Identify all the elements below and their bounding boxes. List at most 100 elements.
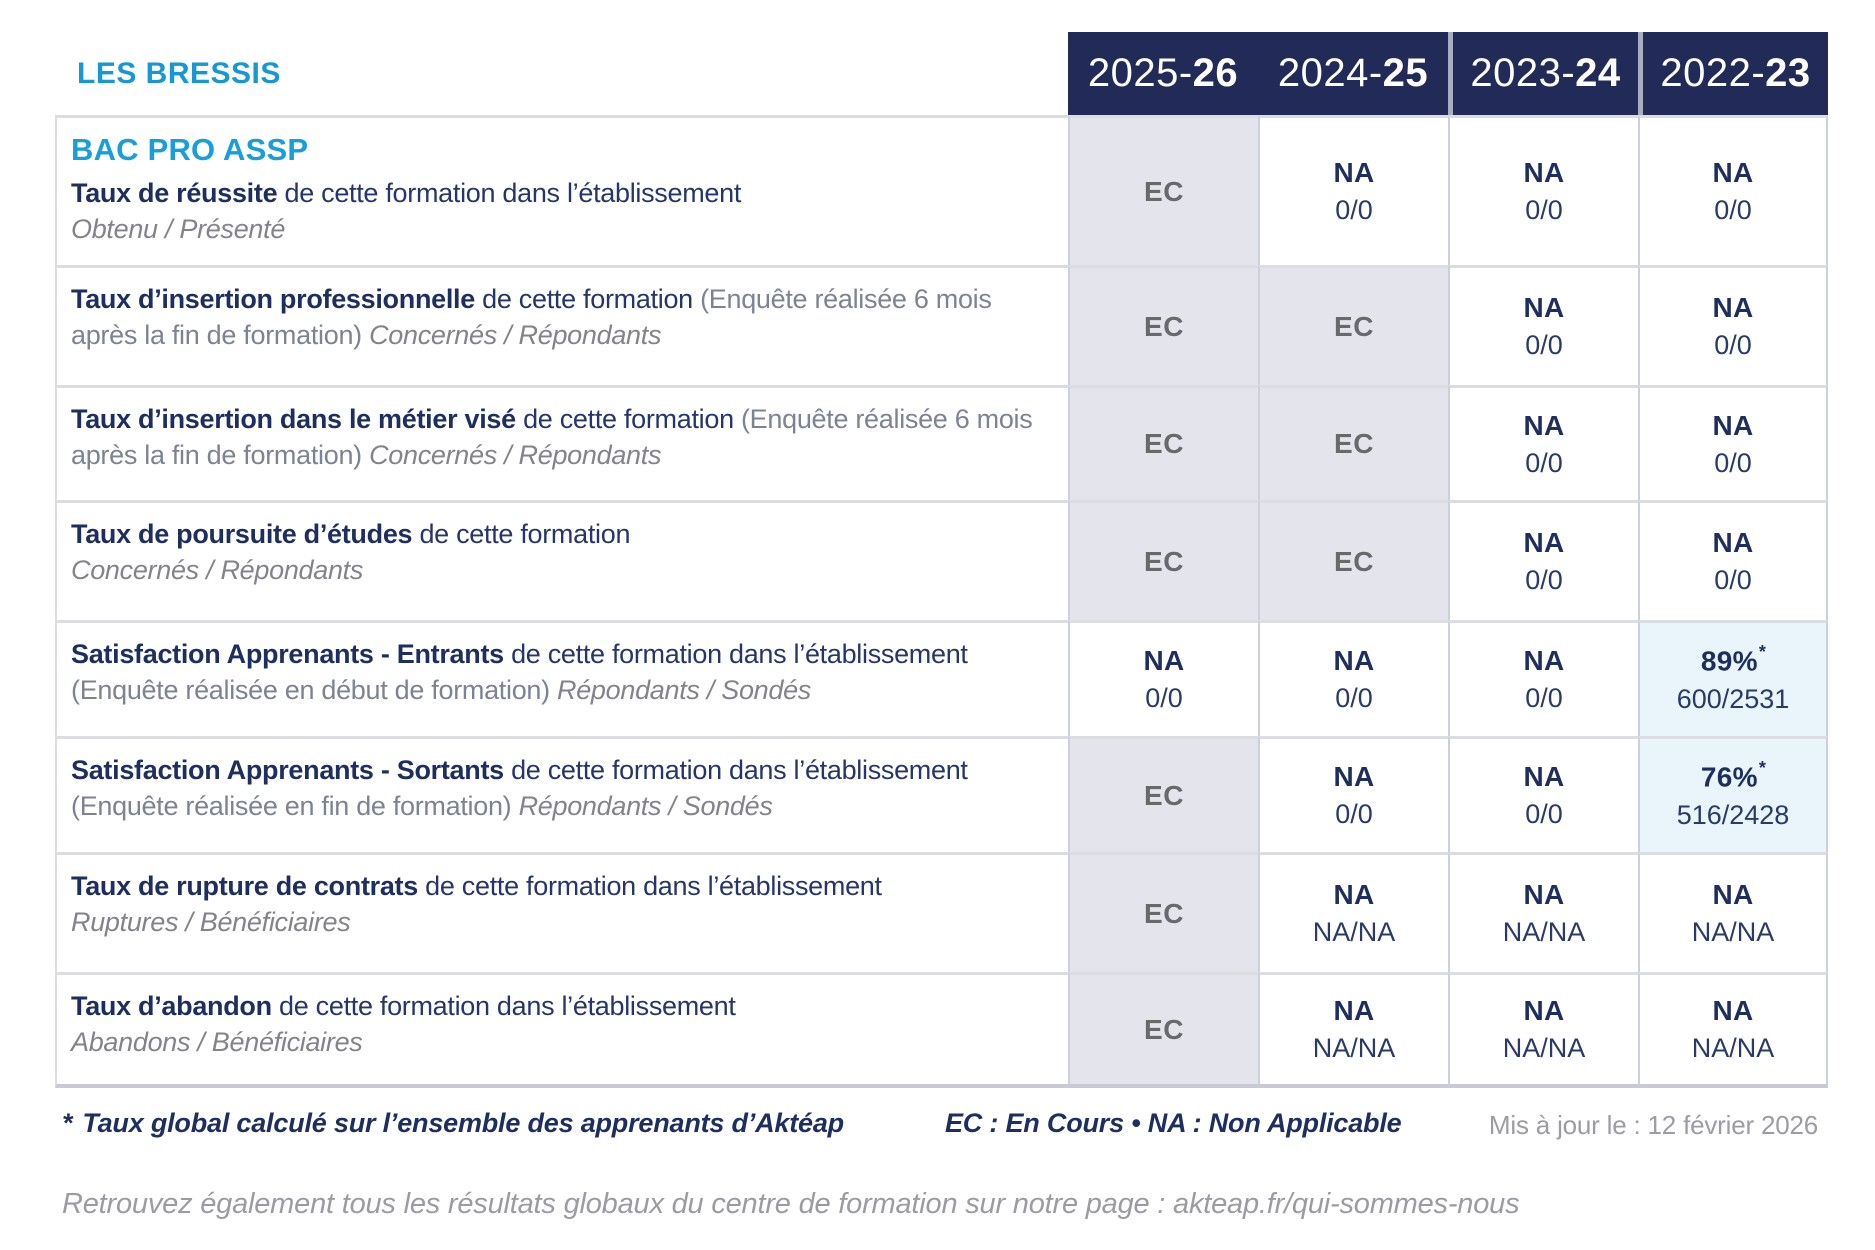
metric-label-cell: Satisfaction Apprenants - Sortants de ce… (55, 736, 1068, 852)
value-cell: NA NA/NA (1638, 972, 1828, 1088)
footnote: * Taux global calculé sur l’ensemble des … (62, 1108, 844, 1139)
metric-text: de cette formation dans l’établissement (284, 178, 742, 208)
value-detail: 0/0 (1714, 447, 1752, 478)
metric-title: Taux de rupture de contrats (71, 871, 426, 901)
value-cell: EC (1258, 265, 1448, 385)
footnote-star: * (1758, 642, 1767, 663)
value-detail: 0/0 (1525, 799, 1563, 829)
metric-title: Taux de poursuite d’études (71, 519, 420, 549)
value-cell: EC (1068, 115, 1258, 265)
value-main: NA (1523, 645, 1565, 676)
value-detail: 0/0 (1525, 330, 1563, 360)
value-detail: 600/2531 (1676, 683, 1790, 714)
metric-ratio-label: Concernés / Répondants (369, 439, 662, 470)
value-detail: 0/0 (1525, 195, 1563, 225)
value-cell: NA 0/0 (1638, 265, 1828, 385)
value-cell: 76%* 516/2428 (1638, 736, 1828, 852)
value-main: NA (1143, 645, 1185, 676)
value-detail: 0/0 (1714, 195, 1752, 225)
metric-title: Taux de réussite (71, 178, 285, 208)
metric-label-cell: Taux de poursuite d’études de cette form… (55, 500, 1068, 620)
value-cell: NA 0/0 (1638, 500, 1828, 620)
metric-text: de cette formation dans l’établissement (511, 639, 968, 669)
metric-title: Taux d’abandon (71, 991, 280, 1021)
value-detail: NA/NA (1502, 917, 1586, 947)
metric-title: Satisfaction Apprenants - Sortants (71, 755, 512, 785)
value-cell: EC (1068, 852, 1258, 972)
year-prefix: 2024- (1277, 51, 1383, 95)
value-detail: 0/0 (1714, 565, 1752, 595)
metric-ratio-label: Répondants / Sondés (557, 674, 812, 705)
metric-title: Taux d’insertion dans le métier visé (71, 404, 524, 434)
metric-title: Satisfaction Apprenants - Entrants (71, 639, 512, 669)
value-cell: NA 0/0 (1638, 115, 1828, 265)
metric-label-cell: Taux d’abandon de cette formation dans l… (55, 972, 1068, 1088)
value-cell: NA 0/0 (1258, 620, 1448, 736)
value-detail: 0/0 (1714, 330, 1752, 360)
value-cell: NA 0/0 (1068, 620, 1258, 736)
value-cell: NA 0/0 (1448, 620, 1638, 736)
metric-ratio-label: Ruptures / Bénéficiaires (71, 906, 351, 937)
year-prefix: 2025- (1087, 51, 1193, 95)
metric-survey-note: (Enquête réalisée en fin de formation) (71, 790, 519, 821)
value-cell: EC (1068, 972, 1258, 1088)
metric-description: Taux d’insertion professionnelle de cett… (71, 282, 1042, 353)
value-detail: NA/NA (1691, 1033, 1775, 1063)
value-cell: NA NA/NA (1448, 972, 1638, 1088)
metric-title: Taux d’insertion professionnelle (71, 284, 483, 314)
year-column-header-2022-23: 2022- 23 (1638, 32, 1828, 115)
metric-label-cell: Satisfaction Apprenants - Entrants de ce… (55, 620, 1068, 736)
metric-description: Satisfaction Apprenants - Sortants de ce… (71, 753, 1042, 824)
year-suffix: 26 (1192, 51, 1239, 95)
metric-description: Taux de rupture de contrats de cette for… (71, 869, 1042, 940)
value-main: NA (1523, 527, 1565, 558)
metric-description: Taux d’abandon de cette formation dans l… (71, 989, 1042, 1060)
value-status: EC (1144, 428, 1184, 459)
metric-description: Taux de réussite de cette formation dans… (71, 176, 1042, 247)
value-status: EC (1334, 428, 1374, 459)
footnote-marker: * (62, 1108, 73, 1138)
metric-description: Satisfaction Apprenants - Entrants de ce… (71, 637, 1042, 708)
value-detail: 0/0 (1145, 683, 1183, 713)
value-main: NA (1712, 157, 1754, 188)
value-main: NA (1333, 995, 1375, 1026)
value-detail: 0/0 (1525, 683, 1563, 713)
value-cell: NA 0/0 (1448, 500, 1638, 620)
value-status: EC (1334, 545, 1374, 577)
value-status: EC (1144, 779, 1184, 811)
year-suffix: 25 (1382, 51, 1429, 95)
metric-text: de cette formation dans l’établissement (279, 991, 736, 1021)
value-main: NA (1712, 292, 1754, 323)
metric-survey-note: (Enquête réalisée 6 mois après la fin de… (71, 404, 1033, 470)
metric-ratio-label: Concernés / Répondants (369, 319, 662, 350)
value-main: NA (1333, 879, 1375, 910)
value-cell: EC (1258, 385, 1448, 500)
value-status: EC (1144, 175, 1184, 207)
legend: EC : En Cours • NA : Non Applicable (945, 1108, 1402, 1138)
metric-label-cell: Taux d’insertion professionnelle de cett… (55, 265, 1068, 385)
metric-label-cell: Taux d’insertion dans le métier visé de … (55, 385, 1068, 500)
value-status: EC (1144, 1013, 1184, 1045)
value-cell: NA 0/0 (1448, 736, 1638, 852)
metric-survey-note: (Enquête réalisée en début de formation) (71, 674, 558, 705)
value-main: NA (1523, 761, 1565, 792)
value-cell: NA NA/NA (1638, 852, 1828, 972)
year-suffix: 23 (1765, 51, 1811, 95)
year-prefix: 2023- (1470, 51, 1576, 95)
value-main: NA (1712, 995, 1754, 1026)
year-column-header-2024-25: 2024- 25 (1258, 32, 1448, 115)
metric-text: de cette formation (419, 519, 631, 549)
value-detail: NA/NA (1691, 917, 1775, 947)
value-cell: NA 0/0 (1638, 385, 1828, 500)
results-table: LES BRESSIS 2025- 26 2024- 25 2023- 24 2022… (55, 32, 1828, 1088)
table-corner: LES BRESSIS (55, 32, 1068, 115)
program-title: BAC PRO ASSP (71, 132, 309, 167)
metric-description: Taux d’insertion dans le métier visé de … (71, 402, 1042, 473)
value-main: NA (1333, 645, 1375, 676)
metric-description: Taux de poursuite d’études de cette form… (71, 517, 1042, 588)
year-column-header-2023-24: 2023- 24 (1448, 32, 1638, 115)
brand-title: LES BRESSIS (77, 56, 281, 90)
value-detail: 516/2428 (1676, 799, 1790, 830)
metric-label-cell: BAC PRO ASSP Taux de réussite de cette fo… (55, 115, 1068, 265)
